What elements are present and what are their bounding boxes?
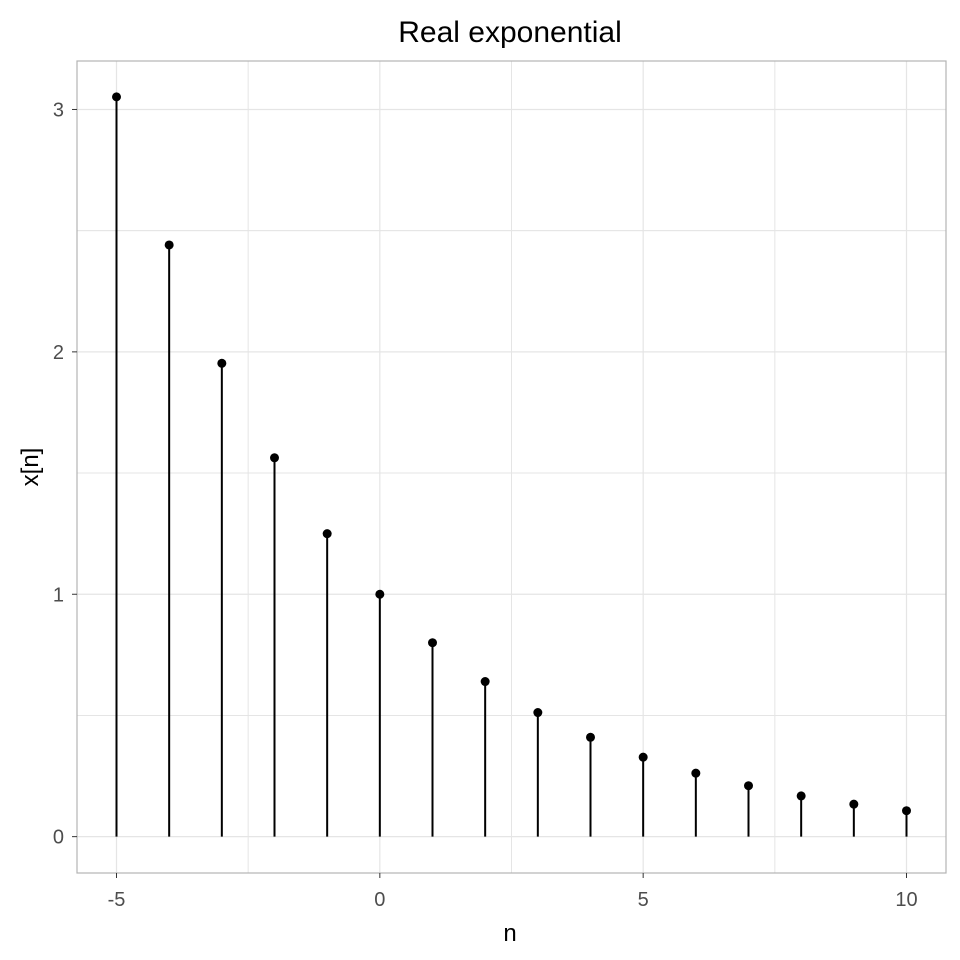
data-point [691,768,701,778]
data-point [638,752,648,762]
data-point [112,92,121,102]
y-tick-label: 1 [53,584,64,606]
data-point [586,732,595,742]
data-point [744,781,753,791]
y-tick-label: 2 [53,342,64,364]
data-point [270,453,279,463]
y-tick-label: 3 [53,99,64,121]
data-point [533,708,543,718]
data-point [796,791,806,801]
y-tick-label: 0 [53,827,64,849]
data-point [322,529,332,539]
data-point [164,240,174,250]
data-point [428,638,437,648]
panel-border [76,60,947,874]
x-tick-label: 0 [374,889,385,911]
data-point [849,799,859,809]
data-point [480,677,490,687]
stem-series [112,92,911,837]
x-axis-title: n [503,920,516,947]
chart-title: Real exponential [398,16,622,49]
data-point [375,589,385,599]
y-axis-title: x[n] [17,448,44,487]
data-point [217,358,227,368]
grid-lines [77,61,946,873]
x-tick-label: 5 [638,889,649,911]
data-point [902,806,911,816]
x-tick-label: -5 [108,889,126,911]
x-tick-label: 10 [895,889,917,911]
